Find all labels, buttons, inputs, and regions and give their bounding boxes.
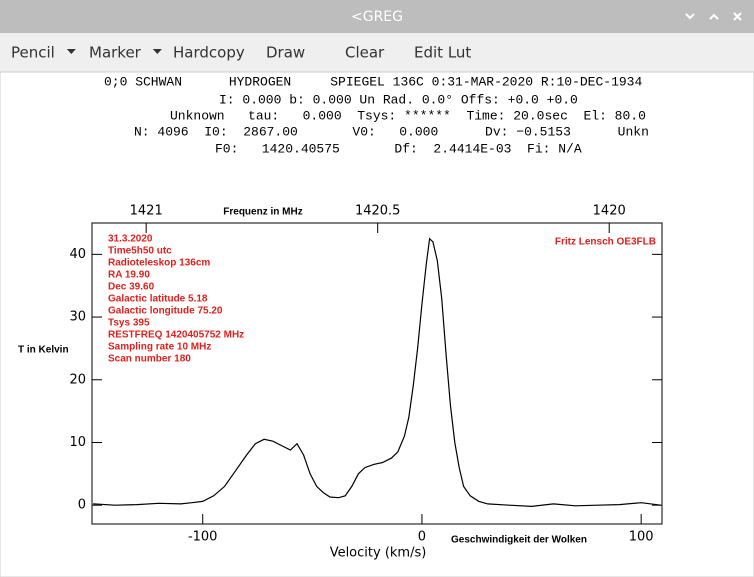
y-tick-label: 40	[69, 247, 86, 262]
toolbar-button[interactable]: Edit Lut	[414, 44, 471, 62]
annotation: RESTFREQ 1420405752 MHz	[108, 330, 244, 341]
annotation: Time5h50 utc	[108, 246, 172, 257]
toolbar-button[interactable]: Pencil	[11, 44, 55, 62]
maximize-button[interactable]	[709, 13, 719, 20]
plot-frame	[91, 222, 663, 525]
toolbar	[0, 33, 754, 72]
toolbar-button[interactable]: Clear	[345, 44, 385, 62]
annotation: Fritz Lensch OE3FLB	[555, 237, 656, 248]
annotation: Scan number 180	[108, 354, 191, 365]
x2-tick-label: 1420	[593, 204, 626, 219]
close-button[interactable]	[733, 12, 742, 21]
canvas	[0, 71, 754, 577]
header-line: I: 0.000 b: 0.000 Un Rad. 0.0° Offs: +0.…	[219, 92, 578, 107]
dropdown-arrow	[66, 49, 76, 54]
annotation: Galactic longitude 75.20	[108, 306, 223, 317]
x-tick-label: 100	[629, 530, 654, 545]
dropdown-arrow	[152, 49, 162, 54]
annotation: Dec 39.60	[108, 282, 155, 293]
y-tick-label: 0	[78, 498, 86, 513]
annotation: RA 19.90	[108, 270, 150, 281]
y-axis-label: T in Kelvin	[18, 345, 69, 356]
annotation: Radioteleskop 136cm	[108, 258, 210, 269]
x-tick-label: -100	[188, 530, 218, 545]
spectrum-line	[93, 237, 661, 508]
toolbar-button[interactable]: Draw	[266, 44, 305, 62]
x2-tick-label: 1420.5	[355, 204, 401, 219]
minimize-button[interactable]	[685, 13, 695, 20]
annotation: Galactic latitude 5.18	[108, 294, 208, 305]
titlebar	[0, 0, 754, 33]
annotation: Tsys 395	[108, 318, 150, 329]
header-line: F0: 1420.40575 Df: 2.4414E-03 Fi: N/A	[215, 141, 582, 156]
y-tick-label: 10	[69, 435, 86, 450]
annotation: Sampling rate 10 MHz	[108, 342, 211, 353]
window-title: <GREG	[351, 9, 403, 25]
y-tick-label: 30	[69, 310, 86, 325]
x-note: Geschwindigkeit der Wolken	[451, 535, 587, 546]
header-line: Unknown tau: 0.000 Tsys: ****** Time: 20…	[170, 108, 646, 123]
toolbar-button[interactable]: Hardcopy	[173, 44, 245, 62]
x2-axis-label: Frequenz in MHz	[223, 207, 302, 218]
header-line: N: 4096 I0: 2867.00 V0: 0.000 Dv: −0.515…	[134, 124, 649, 139]
toolbar-button[interactable]: Marker	[89, 44, 142, 62]
x2-tick-label: 1421	[130, 204, 163, 219]
annotation: 31.3.2020	[108, 234, 153, 245]
x-tick-label: 0	[418, 530, 426, 545]
x-axis-label: Velocity (km/s)	[330, 546, 427, 561]
header-line: 0;0 SCHWAN HYDROGEN SPIEGEL 136C 0:31-MA…	[104, 74, 642, 89]
y-tick-label: 20	[69, 372, 86, 387]
